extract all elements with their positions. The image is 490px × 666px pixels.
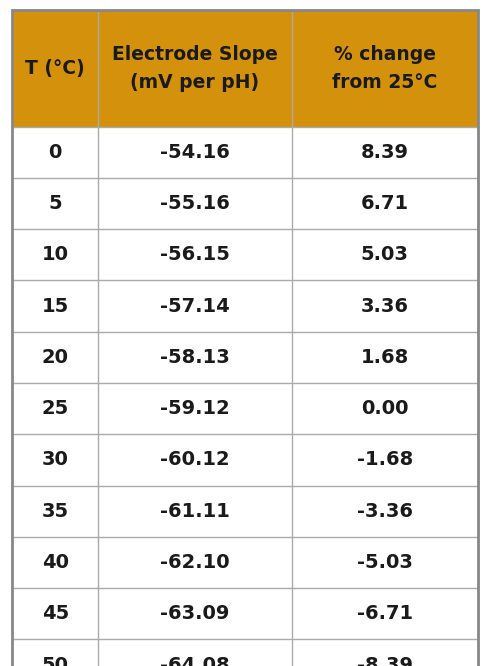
Bar	[292, 639, 478, 666]
Bar	[98, 332, 292, 383]
Text: 45: 45	[42, 604, 69, 623]
Bar	[12, 486, 98, 537]
Text: 3.36: 3.36	[361, 296, 409, 316]
Bar	[292, 229, 478, 280]
Bar	[98, 10, 292, 127]
Bar	[98, 639, 292, 666]
Bar	[98, 383, 292, 434]
Bar	[12, 383, 98, 434]
Bar	[98, 127, 292, 178]
Bar	[292, 178, 478, 229]
Bar	[292, 332, 478, 383]
Text: -60.12: -60.12	[160, 450, 230, 470]
Text: -3.36: -3.36	[357, 501, 413, 521]
Text: 5: 5	[49, 194, 62, 213]
Text: % change
from 25°C: % change from 25°C	[332, 45, 438, 92]
Text: 8.39: 8.39	[361, 143, 409, 162]
Bar	[12, 229, 98, 280]
Bar	[98, 178, 292, 229]
Bar	[292, 127, 478, 178]
Text: -6.71: -6.71	[357, 604, 413, 623]
Text: 30: 30	[42, 450, 69, 470]
Text: -59.12: -59.12	[160, 399, 230, 418]
Text: -54.16: -54.16	[160, 143, 230, 162]
Text: 0: 0	[49, 143, 62, 162]
Bar	[12, 639, 98, 666]
Bar	[292, 383, 478, 434]
Text: 5.03: 5.03	[361, 245, 409, 264]
Text: 20: 20	[42, 348, 69, 367]
Bar	[12, 434, 98, 486]
Text: 10: 10	[42, 245, 69, 264]
Text: T (°C): T (°C)	[25, 59, 85, 78]
Bar	[98, 434, 292, 486]
Text: -58.13: -58.13	[160, 348, 230, 367]
Text: -63.09: -63.09	[160, 604, 230, 623]
Bar	[12, 332, 98, 383]
Bar	[12, 127, 98, 178]
Bar	[12, 537, 98, 588]
Bar	[12, 588, 98, 639]
Text: -55.16: -55.16	[160, 194, 230, 213]
Bar	[98, 588, 292, 639]
Text: 35: 35	[42, 501, 69, 521]
Text: -64.08: -64.08	[160, 655, 230, 666]
Text: -61.11: -61.11	[160, 501, 230, 521]
Bar	[98, 280, 292, 332]
Bar	[292, 486, 478, 537]
Text: -8.39: -8.39	[357, 655, 413, 666]
Bar	[12, 280, 98, 332]
Bar	[98, 537, 292, 588]
Text: 50: 50	[42, 655, 69, 666]
Bar	[292, 537, 478, 588]
Bar	[98, 486, 292, 537]
Bar	[292, 588, 478, 639]
Bar	[12, 178, 98, 229]
Text: -57.14: -57.14	[160, 296, 230, 316]
Bar	[292, 280, 478, 332]
Text: -56.15: -56.15	[160, 245, 230, 264]
Text: 25: 25	[42, 399, 69, 418]
Text: 40: 40	[42, 553, 69, 572]
Bar	[292, 434, 478, 486]
Text: Electrode Slope
(mV per pH): Electrode Slope (mV per pH)	[112, 45, 278, 92]
Text: -62.10: -62.10	[160, 553, 230, 572]
Text: -1.68: -1.68	[357, 450, 413, 470]
Text: -5.03: -5.03	[357, 553, 413, 572]
Bar	[12, 10, 98, 127]
Text: 0.00: 0.00	[361, 399, 408, 418]
Bar	[98, 229, 292, 280]
Text: 6.71: 6.71	[361, 194, 409, 213]
Text: 15: 15	[42, 296, 69, 316]
Bar	[292, 10, 478, 127]
Text: 1.68: 1.68	[361, 348, 409, 367]
